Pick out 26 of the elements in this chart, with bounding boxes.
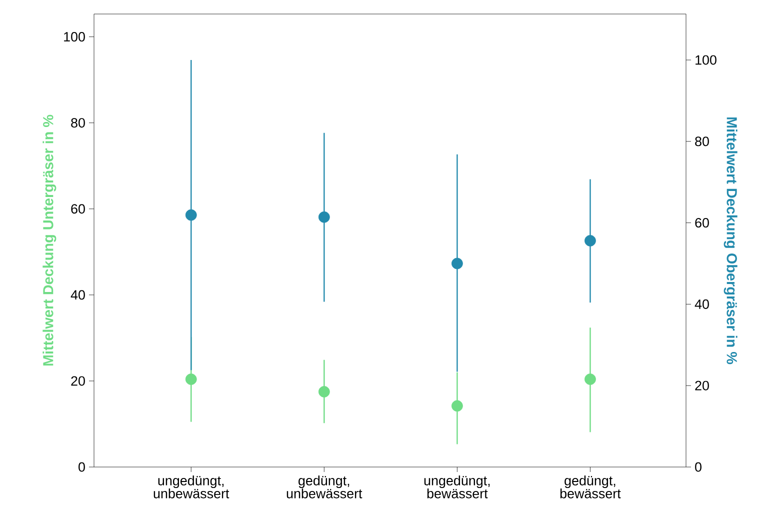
y2-axis-title: Mittelwert Deckung Obergräser in % [724, 117, 738, 364]
y-tick-label: 0 [78, 462, 85, 472]
y2-tick-label: 0 [695, 462, 702, 472]
y2-tick-label: 20 [695, 380, 709, 390]
y-tick-label: 20 [71, 376, 85, 386]
x-tick-label: gedüngt, unbewässert [286, 476, 362, 498]
point [318, 386, 330, 398]
point [318, 211, 330, 223]
y2-tick-label: 80 [695, 136, 709, 146]
y-tick-label: 100 [64, 32, 85, 42]
point [451, 400, 463, 412]
y-tick-label: 40 [70, 290, 85, 300]
y2-tick-label: 100 [696, 55, 716, 65]
x-tick-label: ungedüngt, unbewässert [154, 476, 230, 498]
point [185, 209, 197, 221]
point [584, 235, 596, 246]
y2-tick-label: 40 [694, 299, 709, 309]
x-tick-label: ungedüngt, bewässert [424, 476, 490, 498]
point [584, 374, 596, 385]
y-axis-title: Mittelwert Deckung Untergräser in % [42, 114, 56, 366]
y-tick-label: 80 [71, 118, 85, 128]
y2-tick-label: 60 [695, 218, 709, 228]
point [185, 374, 197, 385]
point [451, 258, 463, 270]
y-tick-label: 60 [71, 204, 85, 214]
x-tick-label: gedüngt, bewässert [560, 476, 621, 498]
